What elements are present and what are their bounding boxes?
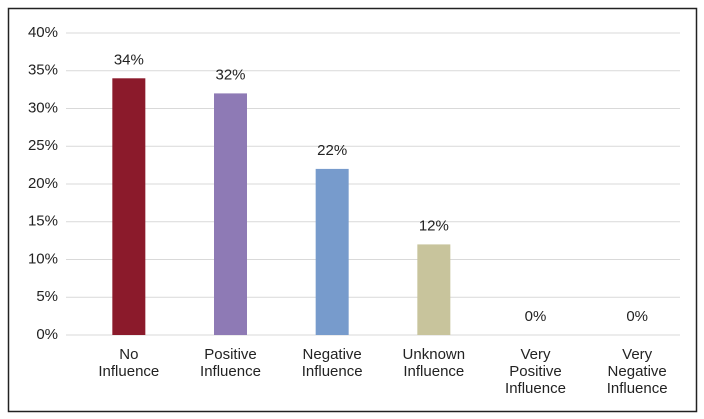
x-tick-label: Very Positive Influence <box>505 346 566 397</box>
y-tick-label: 0% <box>36 326 58 343</box>
value-label: 0% <box>626 308 648 325</box>
y-tick-label: 15% <box>28 213 58 230</box>
y-tick-label: 30% <box>28 99 58 116</box>
bar <box>214 93 247 336</box>
y-tick-label: 35% <box>28 62 58 79</box>
y-tick-label: 25% <box>28 137 58 154</box>
bar <box>315 168 349 335</box>
x-tick-label: Unknown Influence <box>402 346 466 380</box>
x-tick-label: Positive Influence <box>200 346 261 380</box>
value-label: 0% <box>525 308 547 325</box>
value-label: 34% <box>114 51 144 68</box>
y-tick-label: 5% <box>36 288 58 305</box>
y-tick-label: 40% <box>28 24 58 41</box>
x-tick-label: Very Negative Influence <box>606 346 668 397</box>
x-tick-label: Negative Influence <box>301 346 363 380</box>
bar <box>112 78 146 336</box>
x-tick-label: No Influence <box>98 346 160 380</box>
value-label: 32% <box>215 66 245 83</box>
value-label: 22% <box>317 142 347 159</box>
y-tick-label: 20% <box>28 175 58 192</box>
y-tick-label: 10% <box>28 250 58 267</box>
bar <box>417 244 451 335</box>
value-label: 12% <box>419 217 449 234</box>
